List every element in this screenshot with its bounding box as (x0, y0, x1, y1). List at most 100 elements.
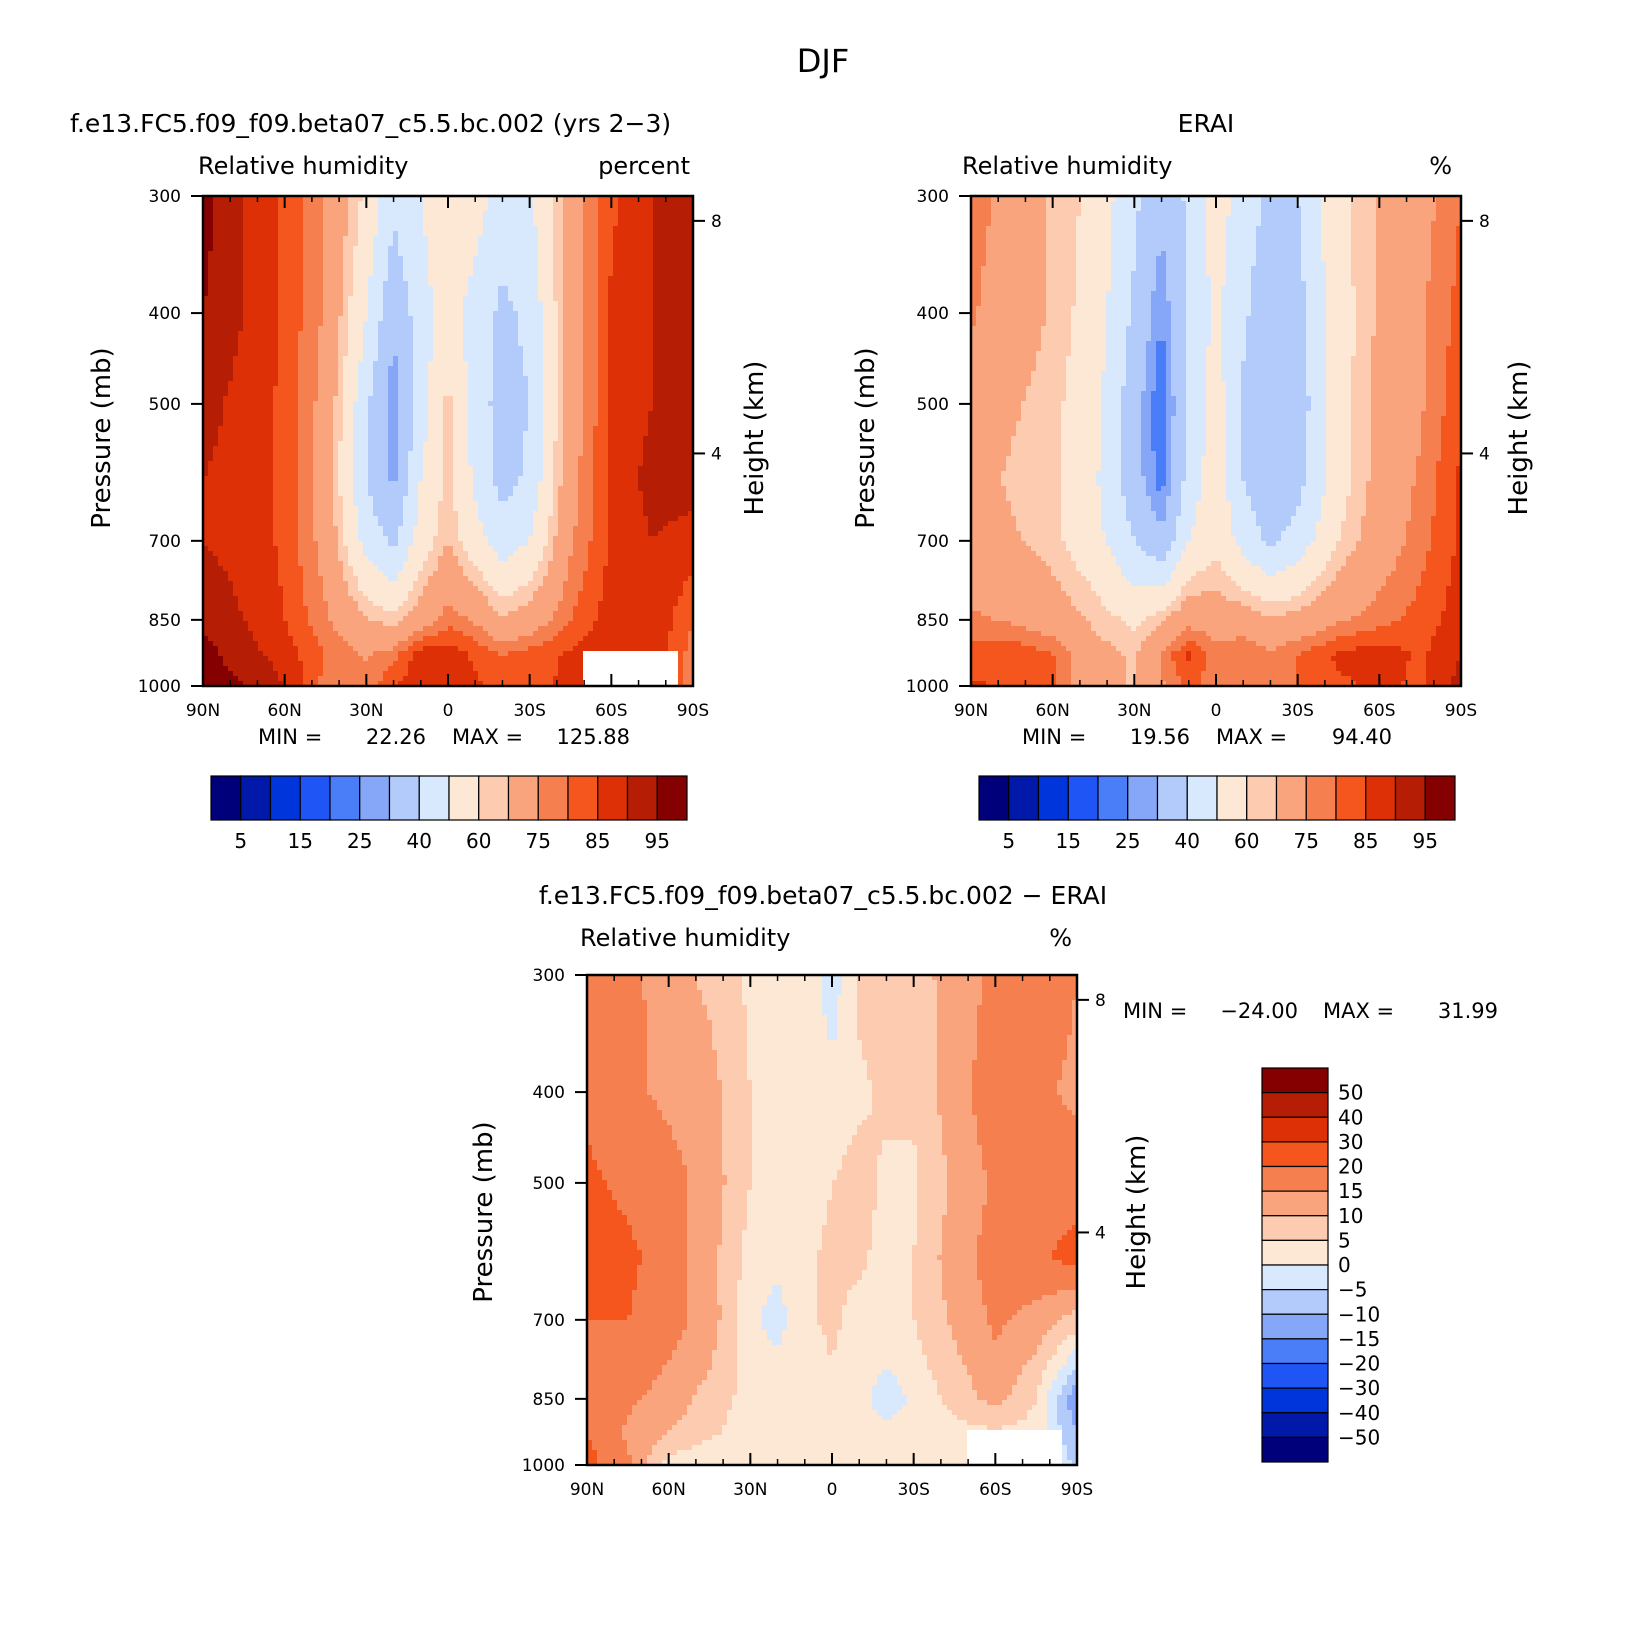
contour-cell (378, 446, 384, 452)
contour-cell (628, 441, 634, 447)
contour-cell (653, 221, 659, 227)
contour-cell (263, 376, 269, 382)
contour-cell (373, 266, 379, 272)
contour-cell (373, 286, 379, 292)
contour-cell (543, 376, 549, 382)
contour-cell (613, 431, 619, 437)
contour-cell (593, 391, 599, 397)
contour-cell (648, 336, 654, 342)
contour-cell (263, 221, 269, 227)
contour-cell (533, 426, 539, 432)
contour-cell (633, 441, 639, 447)
contour-cell (603, 231, 609, 237)
contour-cell (453, 381, 459, 387)
contour-cell (538, 356, 544, 362)
contour-cell (263, 371, 269, 377)
contour-cell (573, 416, 579, 422)
contour-cell (678, 301, 684, 307)
contour-cell (338, 311, 344, 317)
contour-cell (283, 266, 289, 272)
contour-cell (208, 316, 214, 322)
contour-cell (613, 401, 619, 407)
contour-cell (233, 301, 239, 307)
contour-cell (548, 386, 554, 392)
contour-cell (428, 281, 434, 287)
contour-cell (498, 226, 504, 232)
contour-cell (428, 371, 434, 377)
contour-cell (498, 366, 504, 372)
contour-cell (408, 211, 414, 217)
contour-cell (528, 251, 534, 257)
contour-cell (488, 326, 494, 332)
contour-cell (298, 251, 304, 257)
contour-cell (258, 351, 264, 357)
contour-cell (413, 376, 419, 382)
contour-cell (253, 321, 259, 327)
contour-cell (318, 396, 324, 402)
contour-cell (663, 446, 669, 452)
contour-cell (583, 281, 589, 287)
contour-cell (463, 371, 469, 377)
contour-cell (678, 241, 684, 247)
contour-cell (588, 276, 594, 282)
contour-cell (223, 431, 229, 437)
contour-cell (658, 391, 664, 397)
contour-cell (438, 336, 444, 342)
contour-cell (453, 426, 459, 432)
contour-cell (388, 246, 394, 252)
contour-cell (668, 326, 674, 332)
contour-cell (548, 391, 554, 397)
contour-cell (478, 446, 484, 452)
contour-cell (418, 396, 424, 402)
contour-cell (428, 276, 434, 282)
contour-cell (218, 221, 224, 227)
contour-cell (228, 211, 234, 217)
contour-cell (478, 326, 484, 332)
contour-cell (298, 406, 304, 412)
contour-cell (573, 376, 579, 382)
contour-cell (273, 396, 279, 402)
contour-cell (433, 321, 439, 327)
contour-cell (313, 346, 319, 352)
contour-cell (558, 271, 564, 277)
contour-cell (388, 306, 394, 312)
contour-cell (628, 411, 634, 417)
contour-cell (228, 276, 234, 282)
contour-cell (293, 206, 299, 212)
contour-cell (273, 341, 279, 347)
contour-cell (683, 346, 689, 352)
contour-cell (443, 316, 449, 322)
contour-cell (493, 426, 499, 432)
contour-cell (218, 431, 224, 437)
contour-cell (448, 296, 454, 302)
contour-cell (633, 401, 639, 407)
contour-cell (323, 396, 329, 402)
contour-cell (673, 306, 679, 312)
contour-cell (603, 286, 609, 292)
contour-cell (678, 311, 684, 317)
contour-cell (458, 366, 464, 372)
contour-cell (543, 336, 549, 342)
contour-cell (263, 206, 269, 212)
contour-cell (213, 256, 219, 262)
contour-cell (303, 416, 309, 422)
contour-cell (358, 306, 364, 312)
contour-cell (673, 266, 679, 272)
contour-cell (363, 236, 369, 242)
contour-cell (478, 211, 484, 217)
contour-cell (233, 436, 239, 442)
contour-cell (588, 396, 594, 402)
contour-cell (288, 371, 294, 377)
contour-cell (228, 271, 234, 277)
contour-cell (578, 331, 584, 337)
contour-cell (338, 401, 344, 407)
contour-cell (333, 221, 339, 227)
contour-cell (343, 416, 349, 422)
contour-cell (223, 366, 229, 372)
contour-cell (498, 371, 504, 377)
contour-cell (248, 401, 254, 407)
contour-cell (643, 256, 649, 262)
contour-cell (448, 231, 454, 237)
contour-cell (578, 286, 584, 292)
contour-cell (313, 426, 319, 432)
